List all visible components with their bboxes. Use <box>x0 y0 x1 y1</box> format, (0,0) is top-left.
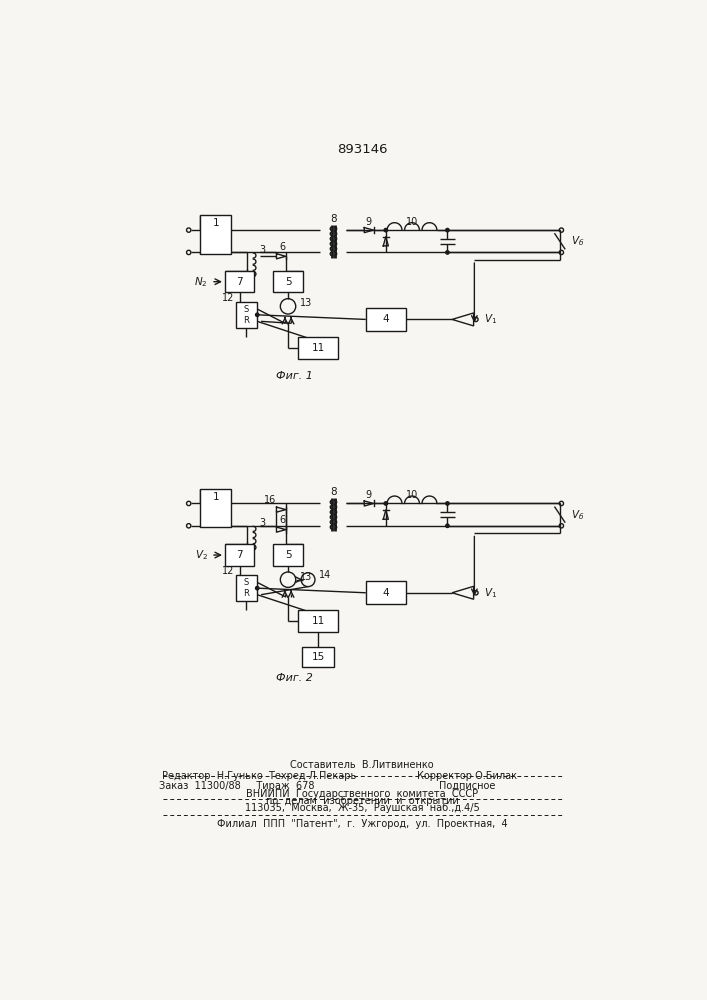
Text: 3: 3 <box>259 245 266 255</box>
Text: Фиг. 1: Фиг. 1 <box>276 371 312 381</box>
Text: S: S <box>244 578 249 587</box>
Bar <box>366 581 406 604</box>
Circle shape <box>445 228 449 232</box>
Bar <box>366 308 406 331</box>
Circle shape <box>255 313 259 317</box>
Text: Редактор  Н.Гунько  Техред Л.Пекарь: Редактор Н.Гунько Техред Л.Пекарь <box>163 771 356 781</box>
Text: 13: 13 <box>300 298 312 308</box>
Bar <box>298 337 338 359</box>
Text: 5: 5 <box>285 277 291 287</box>
Text: 6: 6 <box>279 515 286 525</box>
Text: 9: 9 <box>366 490 372 500</box>
Circle shape <box>445 524 449 527</box>
Text: 4: 4 <box>382 588 389 598</box>
Text: 893146: 893146 <box>337 143 387 156</box>
Text: 12: 12 <box>222 293 234 303</box>
Circle shape <box>384 228 387 232</box>
Text: 113035,  Москва,  Ж-35,  Раушская  наб.,д.4/5: 113035, Москва, Ж-35, Раушская наб.,д.4/… <box>245 803 479 813</box>
Text: Филиал  ППП  "Патент",  г.  Ужгород,  ул.  Проектная,  4: Филиал ППП "Патент", г. Ужгород, ул. Про… <box>216 819 507 829</box>
Text: $V_2$: $V_2$ <box>195 548 208 562</box>
Circle shape <box>445 502 449 505</box>
Text: 13: 13 <box>300 572 312 582</box>
Text: ВНИИПИ  Государственного  комитета  СССР: ВНИИПИ Государственного комитета СССР <box>246 789 478 799</box>
Text: по  делам  изобретений  и  открытий: по делам изобретений и открытий <box>266 796 458 806</box>
Bar <box>225 271 254 292</box>
Text: $V_1$: $V_1$ <box>484 313 497 326</box>
Text: R: R <box>243 316 250 325</box>
Text: 7: 7 <box>236 550 243 560</box>
Text: 12: 12 <box>222 566 234 576</box>
Bar <box>225 544 254 566</box>
Text: $V_1$: $V_1$ <box>484 586 497 600</box>
Bar <box>235 302 257 328</box>
Text: $V_б$: $V_б$ <box>571 508 584 522</box>
Text: 10: 10 <box>406 217 418 227</box>
Text: 8: 8 <box>330 214 337 224</box>
Text: 1: 1 <box>212 218 219 228</box>
Circle shape <box>445 251 449 254</box>
Text: R: R <box>243 589 250 598</box>
Text: $N_2$: $N_2$ <box>194 275 208 289</box>
Text: 10: 10 <box>406 490 418 500</box>
Bar <box>274 271 303 292</box>
Bar <box>200 215 231 254</box>
Text: Составитель  В.Литвиненко: Составитель В.Литвиненко <box>290 760 434 770</box>
Text: 8: 8 <box>330 487 337 497</box>
Circle shape <box>384 502 387 505</box>
Text: Заказ  11300/88     Тираж  678: Заказ 11300/88 Тираж 678 <box>158 781 314 791</box>
Text: 4: 4 <box>382 314 389 324</box>
Text: 5: 5 <box>285 550 291 560</box>
Text: 1: 1 <box>212 492 219 502</box>
Text: 6: 6 <box>279 242 286 252</box>
Text: 16: 16 <box>264 495 276 505</box>
Circle shape <box>255 586 259 590</box>
Text: S: S <box>244 305 249 314</box>
Text: Подписное: Подписное <box>439 781 496 791</box>
Bar <box>235 575 257 601</box>
Text: 3: 3 <box>259 518 266 528</box>
Text: 14: 14 <box>319 570 331 580</box>
Bar <box>200 489 231 527</box>
Text: 7: 7 <box>236 277 243 287</box>
Text: Корректор О.Билак: Корректор О.Билак <box>417 771 518 781</box>
Text: 11: 11 <box>312 343 325 353</box>
Bar <box>302 647 334 667</box>
Text: Фиг. 2: Фиг. 2 <box>276 673 312 683</box>
Text: 15: 15 <box>312 652 325 662</box>
Text: 9: 9 <box>366 217 372 227</box>
Text: 11: 11 <box>312 616 325 626</box>
Text: $V_б$: $V_б$ <box>571 234 584 248</box>
Bar <box>274 544 303 566</box>
Bar <box>298 610 338 632</box>
